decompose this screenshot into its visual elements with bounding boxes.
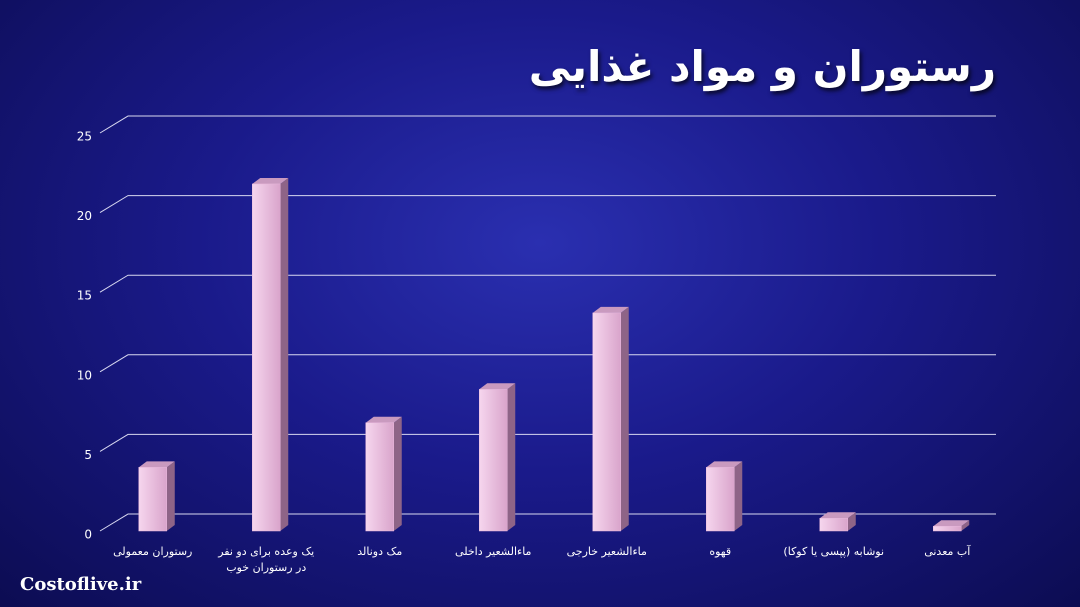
- bar-top: [819, 512, 856, 519]
- y-tick-label: 5: [84, 448, 92, 462]
- bar-top: [138, 461, 175, 468]
- bar-front: [933, 525, 962, 532]
- bar: [138, 461, 175, 532]
- grid-line: [99, 354, 996, 373]
- y-tick-label: 20: [77, 209, 92, 223]
- bar: [933, 520, 970, 532]
- bar-side: [280, 177, 289, 531]
- x-tick-label: قهوه: [709, 545, 732, 558]
- bar-side: [166, 461, 175, 531]
- bar-side: [507, 383, 516, 531]
- x-tick-label: آب معدنی: [924, 545, 971, 558]
- bar-top: [252, 177, 289, 184]
- y-tick-label: 15: [77, 289, 92, 303]
- bar-top: [706, 461, 743, 468]
- x-tick-label: ماءالشعیر خارجی: [566, 545, 647, 558]
- bar-front: [252, 183, 281, 532]
- y-tick-label: 0: [84, 528, 92, 542]
- x-tick-label: مک دونالد: [357, 545, 403, 558]
- chart-title: رستوران و مواد غذایی: [528, 42, 996, 91]
- bar-top: [933, 520, 970, 527]
- bar: [252, 177, 289, 532]
- footer: Costoflive.ir: [20, 574, 142, 595]
- grid-line: [99, 115, 996, 134]
- bar-side: [961, 520, 970, 531]
- bar-front: [365, 422, 394, 532]
- y-tick-label: 10: [77, 368, 92, 382]
- bar: [365, 416, 402, 532]
- bar-top: [592, 306, 629, 313]
- x-tick-label: ماءالشعیر داخلی: [455, 545, 532, 558]
- bar-front: [479, 389, 508, 532]
- bar-side: [393, 416, 402, 531]
- bar: [592, 306, 629, 532]
- y-tick-label: 25: [77, 130, 92, 144]
- grid-line: [99, 274, 996, 293]
- bar-side: [620, 306, 629, 531]
- grid-line: [99, 433, 996, 452]
- bar-front: [138, 467, 167, 532]
- x-tick-label: یک وعده برای دو نفر در رستوران خوب: [218, 545, 315, 574]
- bar-side: [734, 461, 743, 531]
- bar-front: [592, 312, 621, 532]
- x-tick-label: رستوران معمولی: [113, 545, 193, 558]
- bar-front: [706, 467, 735, 532]
- bar: [479, 383, 516, 532]
- bar-top: [479, 383, 516, 390]
- x-tick-label: نوشابه (پپسی یا کوکا): [783, 545, 885, 558]
- grid-line: [99, 513, 996, 532]
- bar-side: [847, 512, 856, 531]
- bar: [706, 461, 743, 532]
- grid-line: [99, 195, 996, 214]
- bar-top: [365, 416, 402, 423]
- bar-front: [819, 518, 848, 532]
- bar: [819, 512, 856, 532]
